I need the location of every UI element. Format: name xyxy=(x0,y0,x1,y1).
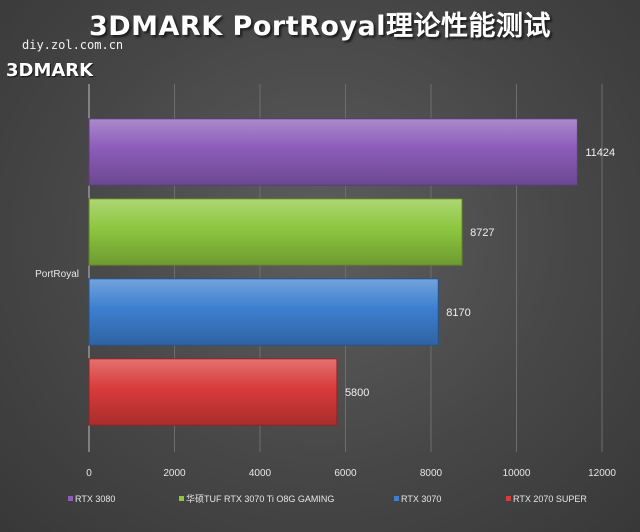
bar xyxy=(88,278,439,346)
x-tick-label: 2000 xyxy=(163,468,186,479)
bars xyxy=(88,118,578,426)
x-tick-label: 6000 xyxy=(334,468,357,479)
x-tick-label: 10000 xyxy=(503,468,531,479)
site-url: diy.zol.com.cn xyxy=(22,38,124,52)
legend-swatch xyxy=(68,496,73,501)
data-labels: 11424 8727 8170 5800 xyxy=(345,147,615,399)
legend-label: RTX 3070 xyxy=(401,494,441,504)
bar xyxy=(88,358,338,426)
x-tick-labels: 0 2000 4000 6000 8000 10000 12000 xyxy=(86,468,616,479)
bar-value-label: 5800 xyxy=(345,387,369,399)
legend-label: 华硕TUF RTX 3070 Ti O8G GAMING xyxy=(186,493,334,504)
chart-title: 3DMARK PortRoyal理论性能测试 xyxy=(88,11,552,42)
legend-swatch xyxy=(506,496,511,501)
bar-value-label: 8170 xyxy=(446,307,470,319)
bar-value-label: 11424 xyxy=(585,147,615,159)
category-label: PortRoyal xyxy=(35,269,79,280)
bar-value-label: 8727 xyxy=(470,227,494,239)
x-tick-label: 8000 xyxy=(420,468,443,479)
bar xyxy=(88,118,578,186)
bar xyxy=(88,198,463,266)
legend-swatch xyxy=(394,496,399,501)
legend-label: RTX 2070 SUPER xyxy=(513,494,587,504)
legend-label: RTX 3080 xyxy=(75,494,115,504)
legend-swatch xyxy=(179,496,184,501)
category-labels: PortRoyal xyxy=(35,269,79,280)
x-tick-label: 0 xyxy=(86,468,92,479)
x-tick-label: 4000 xyxy=(249,468,272,479)
legend: RTX 3080 华硕TUF RTX 3070 Ti O8G GAMING RTX … xyxy=(68,493,587,504)
x-tick-label: 12000 xyxy=(588,468,616,479)
brand-label: 3DMARK xyxy=(6,60,94,81)
